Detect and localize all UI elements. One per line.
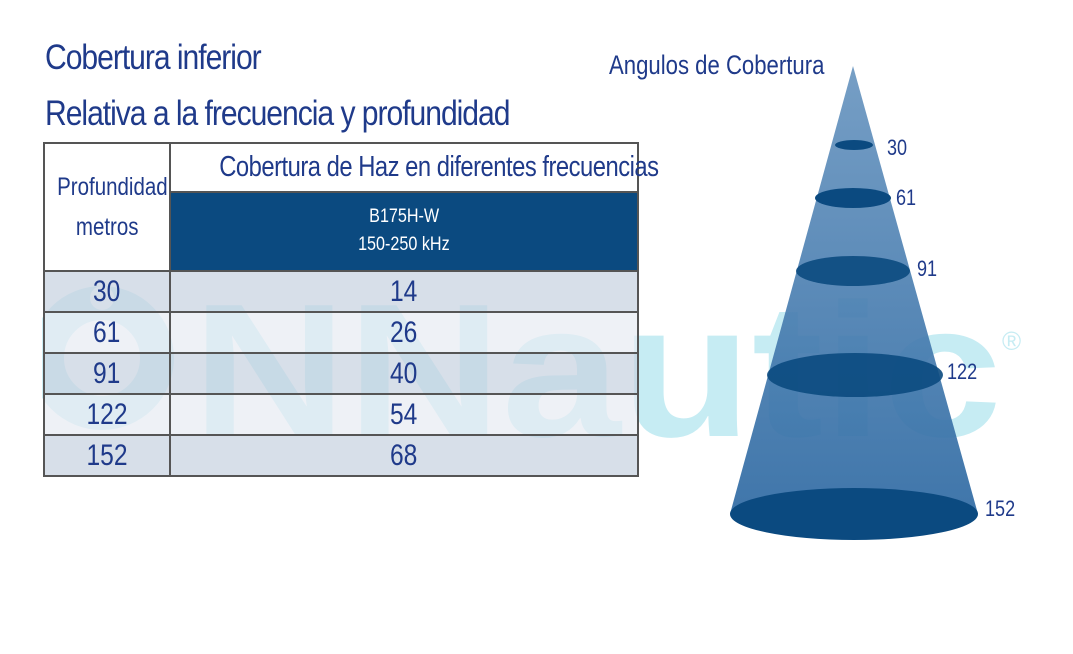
watermark-registered: ® (1002, 326, 1021, 356)
page-title: Cobertura inferior (45, 38, 262, 77)
coverage-cell: 26 (169, 311, 639, 354)
depth-cell: 152 (43, 434, 171, 477)
depth-ring-122 (767, 353, 943, 397)
table-row: 61 26 (43, 311, 639, 354)
depth-cell: 30 (43, 270, 171, 313)
depth-ring-91 (796, 256, 910, 286)
model-header: B175H-W 150-250 kHz (169, 190, 639, 273)
coverage-table: Profundidad metros Cobertura de Haz en d… (43, 142, 659, 477)
cone-depth-label: 61 (896, 185, 917, 210)
table-row: 91 40 (43, 352, 639, 395)
cone-title: Angulos de Cobertura (609, 50, 825, 80)
cone-body (730, 66, 978, 514)
depth-cell: 61 (43, 311, 171, 354)
coverage-cell: 14 (169, 270, 639, 313)
depth-cell: 122 (43, 393, 171, 436)
depth-header-line1: Profundidad (57, 173, 168, 201)
coverage-cell: 40 (169, 352, 639, 395)
table-row: 152 68 (43, 434, 639, 477)
depth-cell: 91 (43, 352, 171, 395)
coverage-column-header: Cobertura de Haz en diferentes frecuenci… (169, 142, 659, 193)
cone-depth-label: 30 (887, 135, 908, 160)
coverage-cell: 68 (169, 434, 639, 477)
depth-ring-30 (835, 140, 873, 150)
table-row: 122 54 (43, 393, 639, 436)
depth-column-header: Profundidad metros (43, 142, 171, 272)
cone-depth-label: 152 (985, 496, 1016, 521)
cone-depth-label: 122 (947, 359, 978, 384)
cone-base (730, 488, 978, 540)
depth-header-line2: metros (75, 213, 139, 241)
coverage-cell: 54 (169, 393, 639, 436)
cone-depth-label: 91 (917, 256, 938, 281)
model-name: B175H-W (368, 206, 439, 228)
depth-ring-61 (815, 188, 891, 208)
page-subtitle: Relativa a la frecuencia y profundidad (45, 94, 510, 133)
table-row: 30 14 (43, 270, 639, 313)
model-frequency: 150-250 kHz (358, 234, 450, 256)
